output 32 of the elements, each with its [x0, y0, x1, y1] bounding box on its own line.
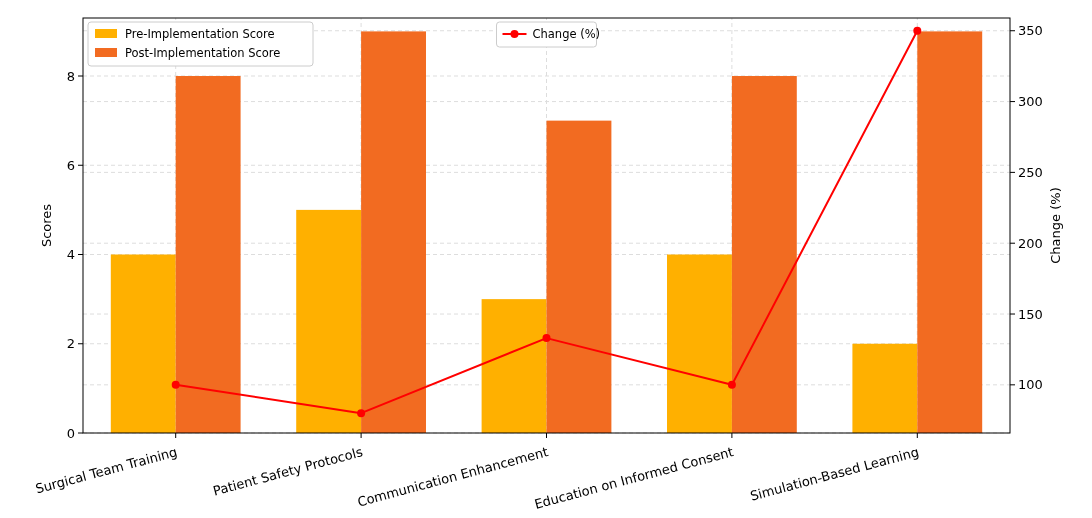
point [727, 380, 736, 389]
y2-axis-title: Change (%) [1048, 187, 1063, 264]
y2-tick-label: 300 [1018, 94, 1043, 110]
legend-label: Change (%) [532, 27, 601, 42]
y-axis-title: Scores [39, 203, 54, 248]
bar [110, 254, 176, 433]
bar [175, 76, 241, 433]
bar [546, 120, 612, 433]
legend-label: Post-Implementation Score [125, 46, 281, 61]
y2-tick-label: 250 [1018, 164, 1043, 180]
bar [731, 76, 797, 433]
y-tick-label: 8 [66, 68, 75, 84]
point [542, 334, 551, 343]
y2-tick-label: 150 [1018, 306, 1043, 322]
y-tick-label: 0 [66, 425, 75, 441]
point [171, 380, 180, 389]
x-tick-label: Surgical Team Training [33, 444, 179, 497]
point [357, 409, 366, 418]
point [913, 26, 922, 35]
bar [361, 31, 426, 433]
y2-tick-label: 100 [1018, 377, 1043, 393]
bar [917, 31, 983, 433]
y2-tick-label: 200 [1018, 235, 1043, 251]
bar [481, 299, 547, 433]
bar [296, 209, 362, 433]
bar [667, 254, 732, 433]
y-tick-label: 6 [66, 157, 75, 173]
y-tick-label: 4 [66, 247, 75, 263]
y-tick-label: 2 [66, 336, 75, 352]
y2-tick-label: 350 [1018, 23, 1043, 39]
bar [852, 343, 918, 433]
legend-label: Pre-Implementation Score [125, 27, 275, 42]
